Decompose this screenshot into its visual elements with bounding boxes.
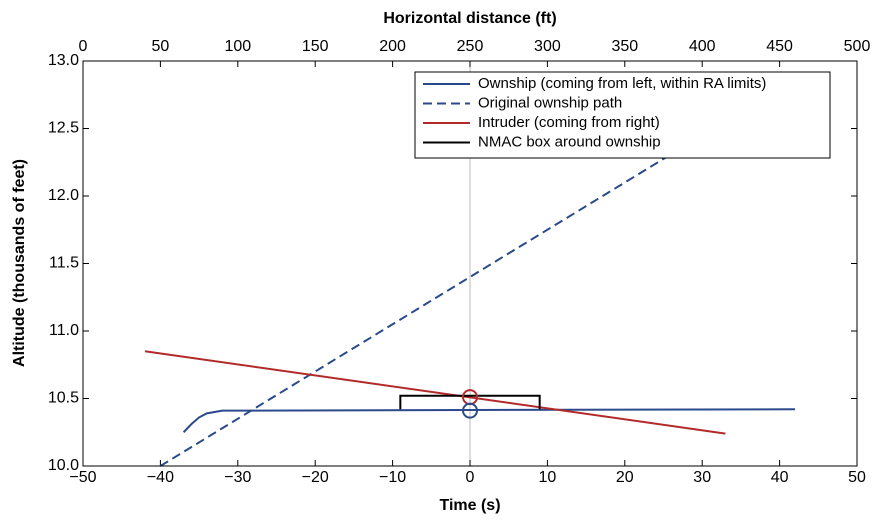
x2-tick-label: 450 [766, 38, 793, 55]
x-tick-label: 20 [616, 469, 634, 486]
x2-tick-label: 400 [689, 38, 716, 55]
x2-tick-label: 250 [457, 38, 484, 55]
y-tick-label: 13.0 [48, 52, 79, 69]
series-line [399, 394, 541, 410]
x2-tick-label: 350 [611, 38, 638, 55]
x2-axis-label: Horizontal distance (ft) [383, 10, 556, 27]
x2-tick-label: 100 [224, 38, 251, 55]
marker [462, 402, 478, 419]
y-tick-label: 12.5 [48, 120, 79, 137]
y-tick-label: 11.0 [49, 322, 79, 339]
y-tick-label: 10.0 [48, 457, 79, 474]
y-tick-label: 12.0 [48, 187, 79, 204]
x2-tick-label: 500 [844, 38, 871, 55]
series-line [182, 408, 796, 433]
x2-tick-label: 200 [379, 38, 406, 55]
x-tick-label: −50 [69, 469, 96, 486]
y-tick-label: 10.5 [48, 390, 79, 407]
x-axis-label: Time (s) [439, 497, 500, 514]
x-tick-label: −40 [147, 469, 174, 486]
x-tick-label: −30 [224, 469, 251, 486]
y-tick-label: 11.5 [49, 255, 79, 272]
legend-box [414, 71, 831, 159]
x2-tick-label: 300 [534, 38, 561, 55]
x-tick-label: 10 [539, 469, 557, 486]
x2-tick-label: 150 [302, 38, 329, 55]
x-tick-label: 40 [771, 469, 789, 486]
x-tick-label: 50 [848, 469, 866, 486]
x-tick-label: −20 [302, 469, 329, 486]
plot-frame [82, 60, 858, 467]
legend-label: Original ownship path [478, 94, 622, 111]
x-tick-label: 30 [693, 469, 711, 486]
legend-label: Ownship (coming from left, within RA lim… [478, 75, 766, 92]
legend-label: Intruder (coming from right) [478, 114, 660, 131]
legend-label: NMAC box around ownship [478, 133, 661, 150]
x-tick-label: 0 [466, 469, 475, 486]
series-line [144, 350, 726, 435]
x-tick-label: −10 [379, 469, 406, 486]
x2-tick-label: 50 [152, 38, 170, 55]
x2-tick-label: 0 [79, 38, 88, 55]
y-axis-label: Altitude (thousands of feet) [11, 159, 28, 367]
